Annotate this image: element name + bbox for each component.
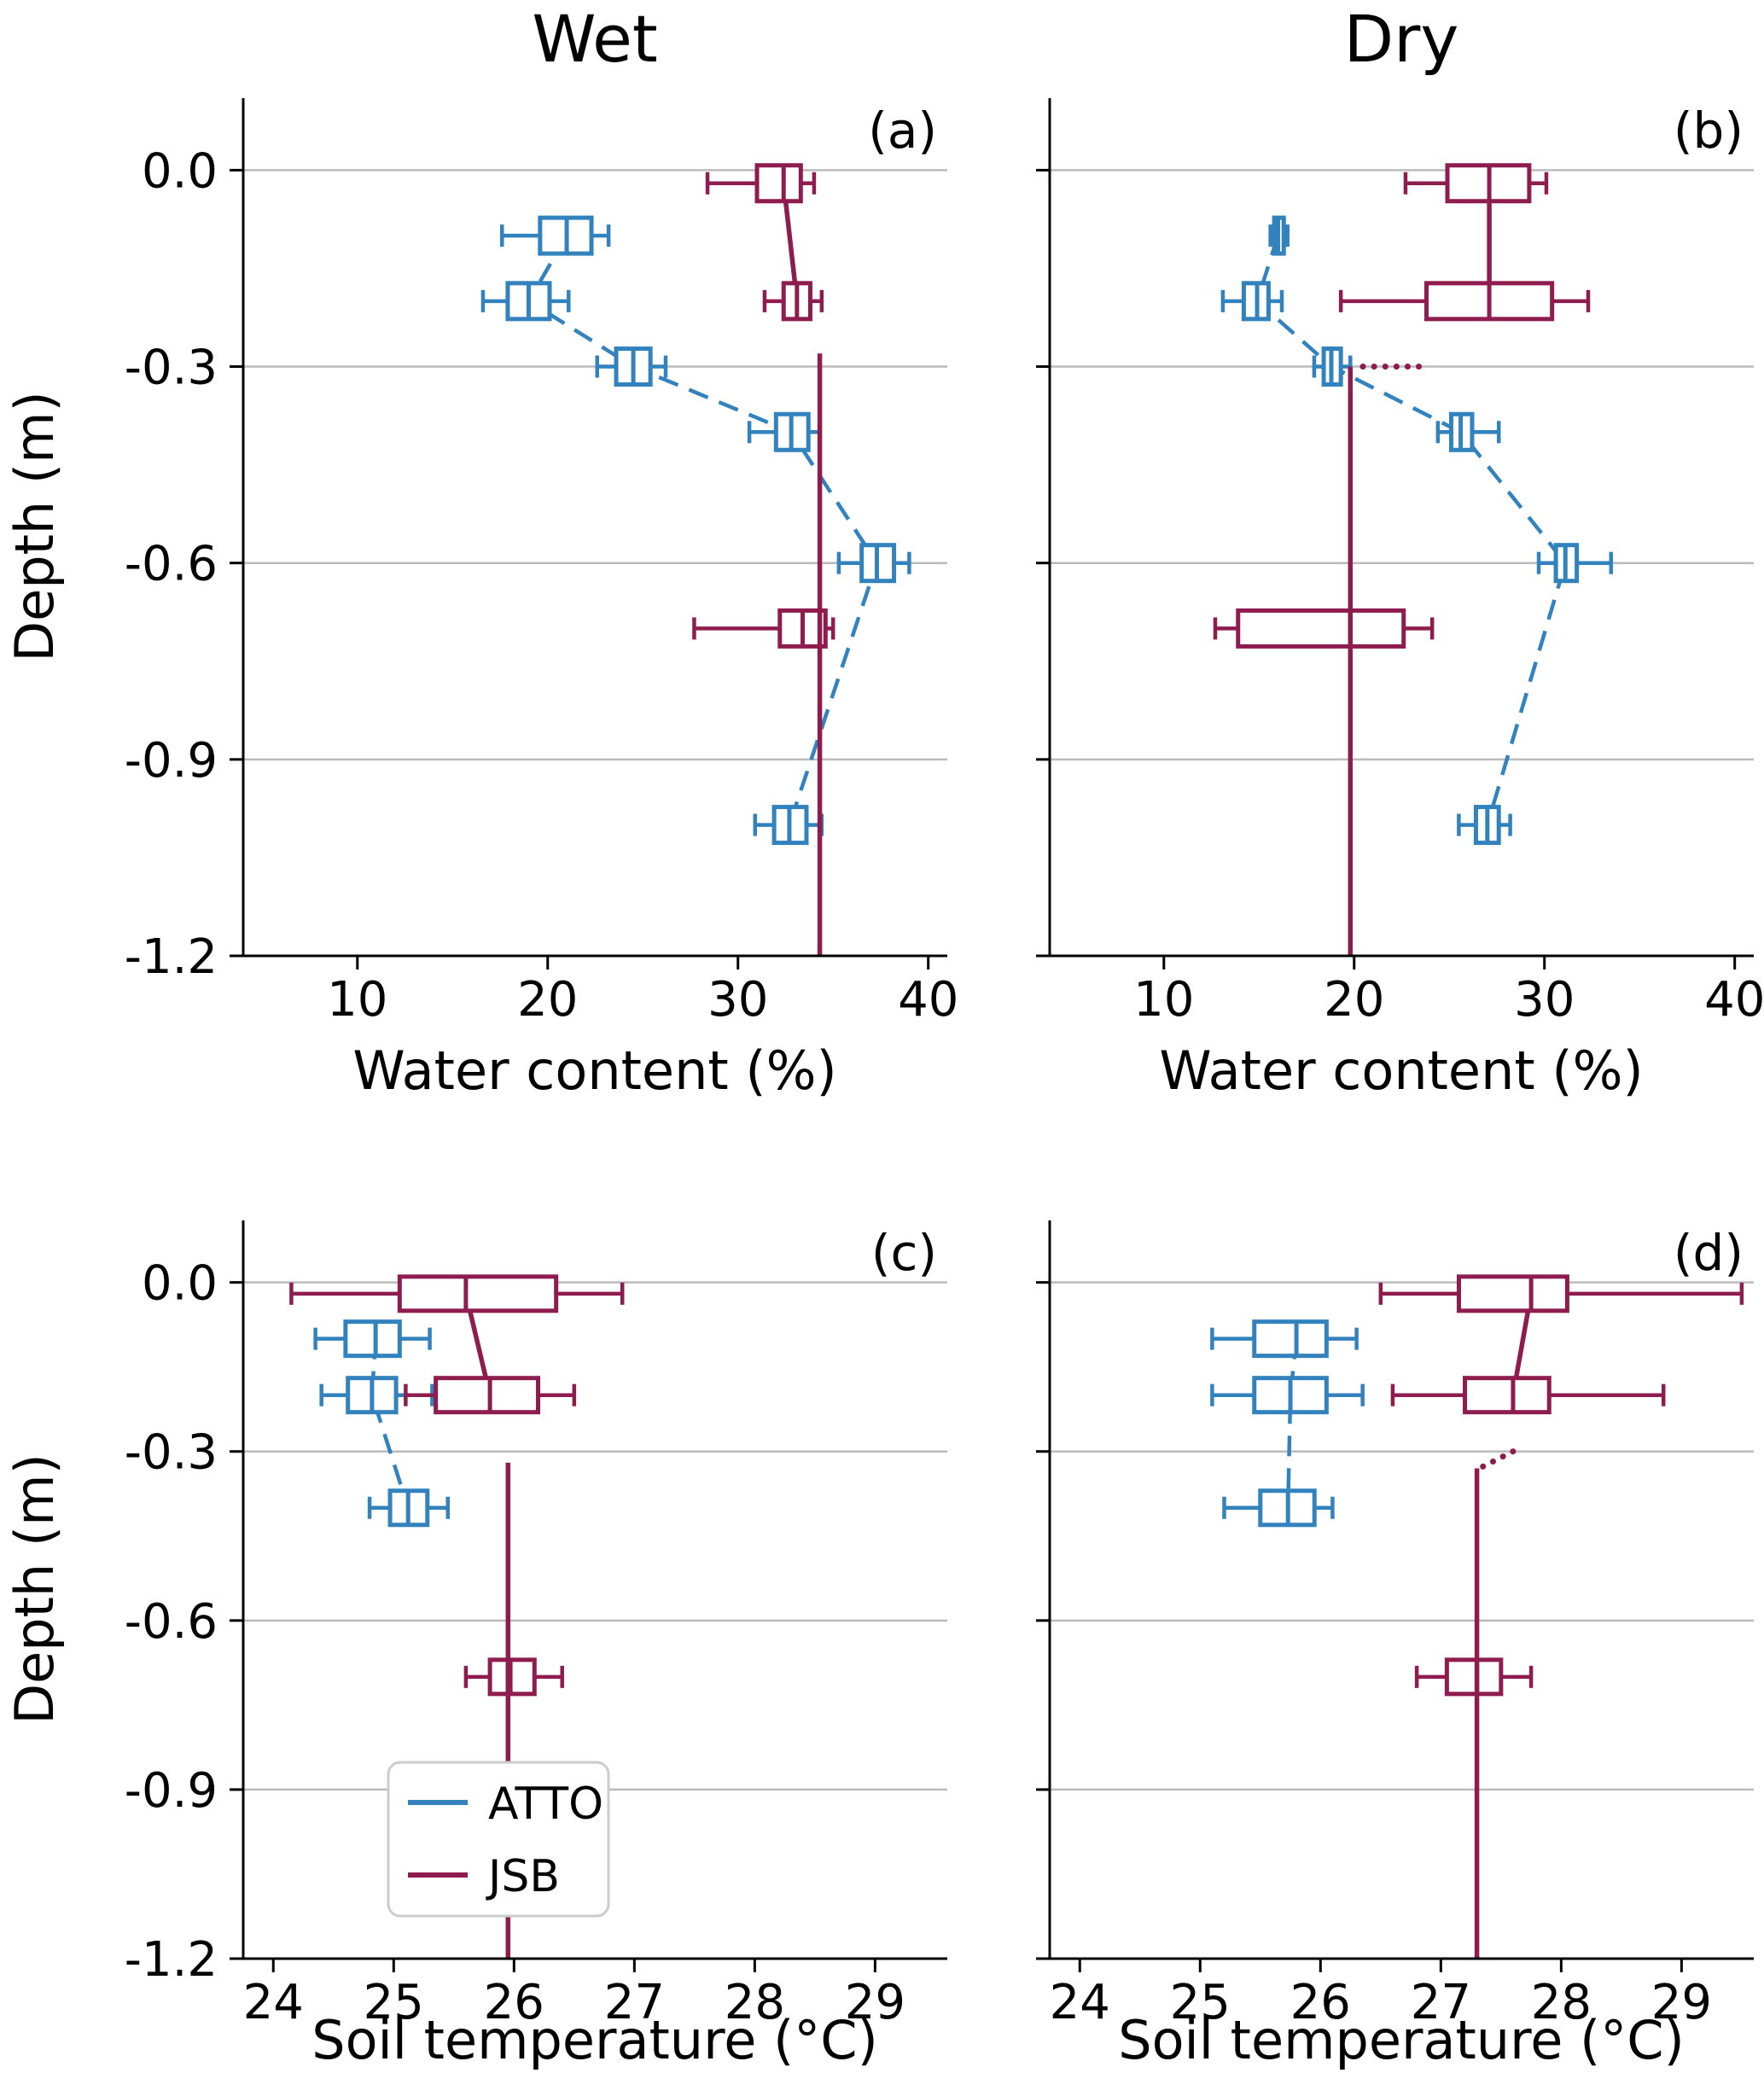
- boxplot-ATTO: [1210, 1376, 1365, 1415]
- boxplot-ATTO: [1457, 805, 1512, 846]
- boxplot-ATTO: [1222, 1488, 1335, 1528]
- x-tick-label: 24: [243, 1975, 304, 2030]
- boxplot-ATTO: [499, 215, 611, 256]
- panels-group: 10 20 30 40 0.0 -0.3 -0.6 -0.9 -1.2 (a) 10 20 30 40 (b…: [125, 98, 1764, 2030]
- y-tick-label: -0.6: [125, 537, 218, 592]
- x-tick-label: 10: [1133, 972, 1194, 1028]
- boxplot-JSB: [404, 1376, 577, 1415]
- y-tick-label: -0.6: [125, 1594, 218, 1650]
- legend-entry-label: ATTO: [488, 1779, 603, 1830]
- panel-b: 10 20 30 40 (b): [1036, 98, 1764, 1028]
- x-tick-label: 25: [1170, 1975, 1231, 2030]
- boxplot-ATTO: [1268, 215, 1290, 256]
- boxplot-ATTO: [313, 1319, 432, 1359]
- boxplot-JSB: [1403, 163, 1549, 204]
- box: [434, 1376, 541, 1415]
- x-tick-label: 20: [517, 972, 578, 1028]
- x-axis-label-a: Water content (%): [352, 1039, 836, 1102]
- x-tick-label: 28: [725, 1975, 785, 2030]
- x-tick-label: 40: [898, 972, 958, 1028]
- boxplot-JSB: [289, 1274, 625, 1313]
- boxplot-ATTO: [1312, 346, 1353, 387]
- column-title-wet: Wet: [532, 1, 657, 77]
- panel-letter-a: (a): [868, 102, 937, 160]
- boxplot-ATTO: [480, 281, 571, 322]
- panel-c: 24 25 26 27 28 29 0.0 -0.3 -0.6 -0.9 -1.2 (c): [125, 1220, 947, 2030]
- x-tick-label: 30: [707, 972, 768, 1028]
- panel-letter-c: (c): [871, 1224, 937, 1282]
- boxplot-ATTO: [1435, 411, 1501, 452]
- boxplot-ATTO: [1220, 281, 1284, 322]
- y-tick-label: 0.0: [142, 1256, 218, 1312]
- y-tick-label: -0.3: [125, 1425, 218, 1481]
- x-tick-label: 10: [327, 972, 387, 1028]
- x-axis-label-c: Soil temperature (°C): [311, 2009, 878, 2070]
- boxplot-JSB: [1213, 608, 1435, 649]
- box: [1252, 1319, 1329, 1359]
- box: [1444, 1657, 1504, 1697]
- x-tick-label: 20: [1324, 972, 1384, 1028]
- x-tick-label: 29: [845, 1975, 905, 2030]
- x-tick-label: 30: [1514, 972, 1575, 1028]
- panel-a: 10 20 30 40 0.0 -0.3 -0.6 -0.9 -1.2 (a): [125, 98, 958, 1028]
- dotted-series-line: [1476, 1448, 1517, 1471]
- x-tick-label: 29: [1651, 1975, 1712, 2030]
- boxplot-ATTO: [836, 543, 911, 584]
- boxplot-JSB: [705, 163, 817, 204]
- box: [397, 1274, 559, 1313]
- boxplot-JSB: [463, 1657, 564, 1697]
- x-tick-label: 27: [604, 1975, 665, 2030]
- y-tick-label: -1.2: [125, 929, 218, 985]
- y-axis-label-top: Depth (m): [3, 391, 66, 661]
- x-tick-label: 28: [1531, 1975, 1592, 2030]
- box: [343, 1319, 402, 1359]
- legend: ATTO JSB: [387, 1761, 610, 1918]
- column-title-dry: Dry: [1344, 1, 1459, 77]
- panel-letter-d: (d): [1674, 1224, 1744, 1282]
- x-tick-label: 24: [1050, 1975, 1110, 2030]
- boxplot-ATTO: [1210, 1319, 1359, 1359]
- y-axis-label-bottom: Depth (m): [3, 1453, 66, 1724]
- x-axis-label-b: Water content (%): [1159, 1039, 1643, 1102]
- y-tick-label: 0.0: [142, 143, 218, 199]
- box: [1236, 608, 1406, 649]
- box: [1456, 1274, 1569, 1313]
- x-tick-label: 27: [1411, 1975, 1471, 2030]
- dashed-series-line: [1255, 235, 1568, 826]
- boxplot-JSB: [762, 281, 824, 322]
- boxplot-JSB: [1338, 281, 1591, 322]
- y-tick-label: -0.9: [125, 733, 218, 789]
- x-tick-label: 26: [484, 1975, 544, 2030]
- boxplot-ATTO: [595, 346, 668, 387]
- y-tick-label: -1.2: [125, 1932, 218, 1988]
- panel-letter-b: (b): [1674, 102, 1744, 160]
- boxplot-JSB: [1378, 1274, 1744, 1313]
- box: [754, 163, 803, 204]
- panel-d: 24 25 26 27 28 29 (d): [1036, 1220, 1754, 2030]
- boxplot-ATTO: [367, 1488, 450, 1528]
- y-tick-label: -0.9: [125, 1763, 218, 1819]
- box: [1463, 1376, 1552, 1415]
- legend-entry-label: JSB: [486, 1851, 560, 1902]
- x-tick-label: 40: [1704, 972, 1764, 1028]
- boxplot-ATTO: [1536, 543, 1614, 584]
- x-tick-label: 25: [364, 1975, 424, 2030]
- x-axis-label-d: Soil temperature (°C): [1118, 2009, 1685, 2070]
- x-tick-label: 26: [1290, 1975, 1351, 2030]
- y-tick-label: -0.3: [125, 341, 218, 396]
- boxplot-JSB: [1390, 1376, 1666, 1415]
